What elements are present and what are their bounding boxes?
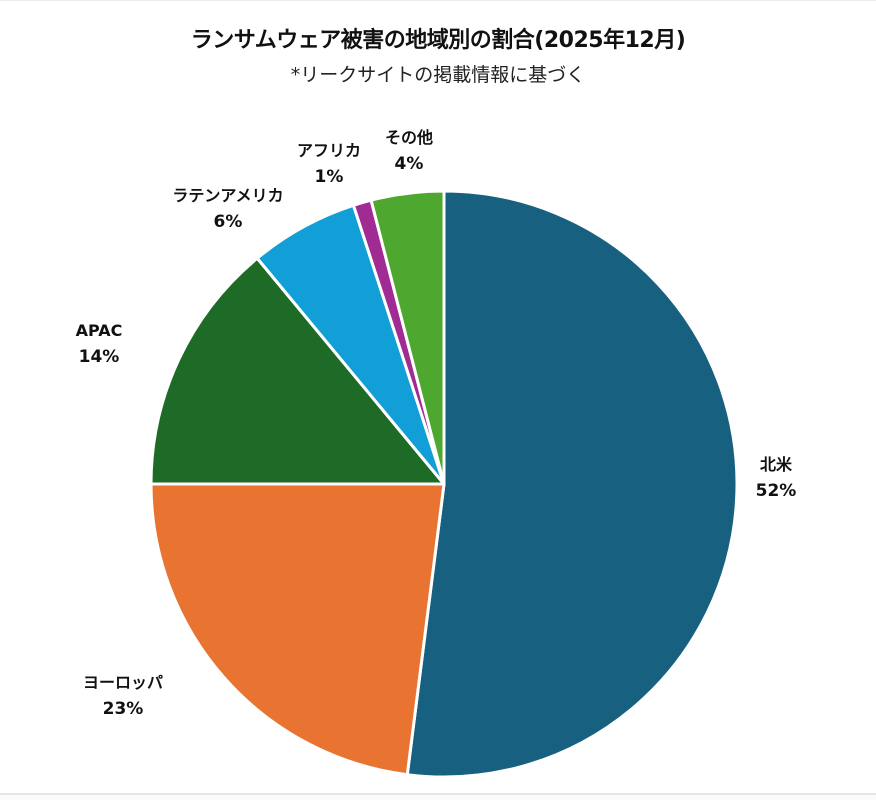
slice-label: その他 4% — [385, 125, 433, 177]
slice-label-name: APAC — [75, 321, 123, 340]
slice-label: アフリカ 1% — [297, 138, 361, 190]
chart-subtitle: *リークサイトの掲載情報に基づく — [290, 64, 586, 86]
slice-label-percent: 52% — [755, 481, 797, 501]
pie-slices — [149, 189, 739, 779]
slice-label-name: ラテンアメリカ — [172, 186, 284, 205]
slice-label-percent: 1% — [314, 167, 344, 187]
pie-slice-5 — [369, 189, 446, 486]
slice-label-percent: 4% — [394, 154, 424, 174]
bottom-border — [0, 793, 876, 795]
pie-slice-2 — [149, 256, 446, 486]
slice-label: ラテンアメリカ 6% — [172, 183, 283, 235]
slice-label: APAC 14% — [76, 318, 123, 370]
slice-label: 北米 52% — [756, 452, 797, 504]
slice-label-percent: 14% — [78, 347, 120, 367]
pie-slice-0 — [405, 189, 739, 779]
chart-title: ランサムウェア被害の地域別の割合(2025年12月) — [190, 28, 686, 53]
slice-label-percent: 23% — [102, 699, 144, 719]
slice-label-name: その他 — [384, 128, 434, 147]
slice-label-percent: 6% — [213, 212, 243, 232]
bottom-strip — [0, 795, 876, 800]
top-border — [0, 0, 876, 1]
slice-label: ヨーロッパ 23% — [83, 670, 163, 722]
slice-label-name: 北米 — [759, 455, 793, 474]
slice-label-name: アフリカ — [296, 141, 362, 160]
slice-label-name: ヨーロッパ — [82, 673, 164, 692]
pie-slice-1 — [149, 482, 446, 777]
